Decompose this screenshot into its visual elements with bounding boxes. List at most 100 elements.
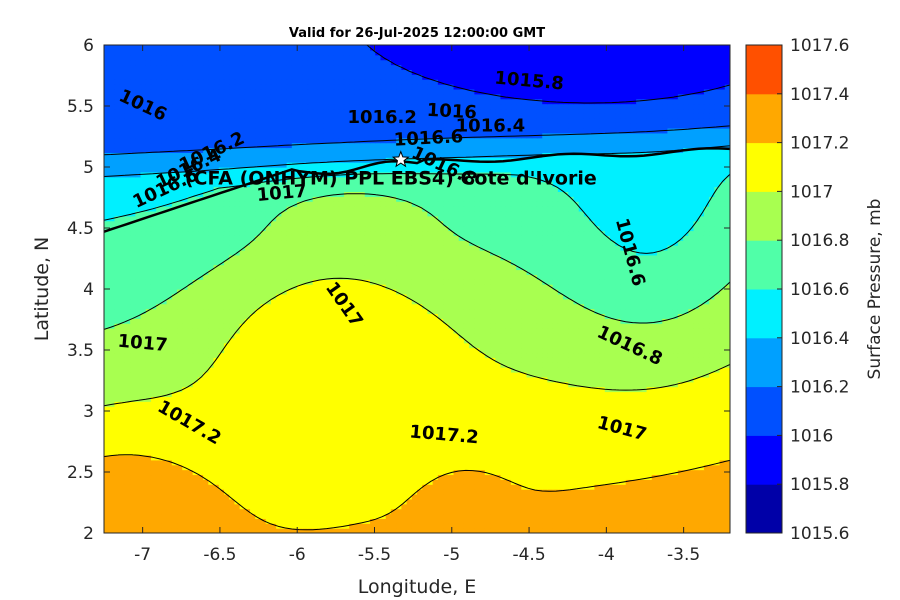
- contour-cell: [594, 337, 601, 344]
- contour-cell: [542, 493, 549, 500]
- contour-cell: [615, 528, 622, 533]
- contour-cell: [683, 376, 689, 383]
- contour-cell: [599, 484, 606, 490]
- contour-cell: [563, 362, 569, 368]
- contour-cell: [411, 386, 418, 393]
- contour-cell: [291, 420, 298, 427]
- contour-cell: [260, 440, 267, 446]
- contour-cell: [177, 357, 183, 363]
- contour-cell: [500, 420, 507, 427]
- contour-cell: [197, 371, 204, 378]
- contour-cell: [630, 498, 637, 505]
- contour-cell: [401, 440, 408, 446]
- contour-cell: [328, 528, 335, 533]
- contour-cell: [469, 489, 475, 495]
- contour-cell: [448, 493, 455, 500]
- contour-cell: [469, 508, 475, 515]
- contour-cell: [683, 342, 689, 349]
- contour-cell: [234, 406, 241, 412]
- contour-cell: [182, 386, 189, 393]
- contour-cell: [531, 479, 538, 485]
- contour-cell: [636, 474, 642, 480]
- contour-cell: [656, 479, 663, 485]
- contour-cell: [683, 440, 689, 446]
- contour-cell: [239, 450, 246, 456]
- contour-cell: [526, 401, 533, 407]
- contour-cell: [104, 430, 110, 436]
- contour-cell: [140, 503, 147, 510]
- contour-cell: [594, 401, 601, 407]
- contour-cell: [135, 450, 142, 456]
- contour-cell: [197, 459, 204, 466]
- contour-cell: [589, 362, 595, 368]
- contour-cell: [422, 401, 429, 407]
- contour-cell: [443, 474, 449, 480]
- contour-cell: [197, 415, 204, 422]
- contour-cell: [422, 430, 429, 436]
- contour-cell: [443, 425, 449, 432]
- contour-cell: [244, 362, 251, 368]
- contour-cell: [646, 367, 653, 373]
- contour-cell: [703, 450, 710, 456]
- contour-cell: [531, 523, 538, 529]
- contour-cell: [630, 513, 637, 519]
- contour-cell: [636, 440, 642, 446]
- contour-cell: [270, 518, 277, 524]
- contour-cell: [583, 401, 590, 407]
- contour-cell: [333, 523, 340, 529]
- contour-cell: [333, 362, 340, 368]
- contour-cell: [250, 489, 256, 495]
- contour-cell: [150, 518, 157, 524]
- contour-cell: [302, 337, 309, 344]
- contour-cell: [192, 401, 199, 407]
- contour-cell: [563, 376, 569, 383]
- contour-cell: [630, 357, 637, 363]
- contour-cell: [328, 381, 335, 388]
- contour-cell: [516, 425, 522, 432]
- contour-cell: [218, 411, 225, 417]
- contour-cell: [672, 367, 679, 373]
- contour-cell: [536, 406, 543, 412]
- contour-cell: [688, 445, 695, 451]
- contour-cell: [171, 352, 178, 358]
- contour-cell: [630, 493, 637, 500]
- contour-cell: [343, 508, 350, 515]
- contour-cell: [333, 332, 340, 339]
- contour-cell: [495, 415, 502, 422]
- contour-cell: [208, 342, 215, 349]
- contour-cell: [156, 367, 162, 373]
- contour-cell: [150, 357, 157, 363]
- contour-cell: [667, 459, 674, 466]
- contour-cell: [563, 469, 569, 476]
- contour-cell: [656, 406, 663, 412]
- contour-cell: [672, 518, 679, 524]
- contour-cell: [677, 474, 684, 480]
- contour-cell: [124, 376, 131, 383]
- contour-cell: [197, 489, 204, 495]
- contour-cell: [359, 406, 366, 412]
- contour-cell: [495, 464, 502, 471]
- contour-cell: [490, 342, 496, 349]
- contour-cell: [490, 386, 496, 393]
- contour-cell: [651, 381, 658, 388]
- contour-cell: [171, 342, 178, 349]
- contour-cell: [714, 386, 721, 393]
- contour-cell: [589, 396, 595, 402]
- contour-cell: [677, 347, 684, 354]
- contour-cell: [208, 528, 215, 533]
- contour-cell: [547, 489, 554, 495]
- contour-cell: [463, 425, 470, 432]
- contour-cell: [448, 523, 455, 529]
- contour-cell: [140, 454, 147, 461]
- contour-cell: [375, 430, 382, 436]
- contour-cell: [411, 440, 418, 446]
- contour-cell: [714, 450, 721, 456]
- contour-cell: [479, 503, 486, 510]
- contour-cell: [719, 357, 726, 363]
- contour-cell: [130, 357, 136, 363]
- contour-cell: [620, 371, 627, 378]
- contour-cell: [641, 508, 648, 515]
- contour-cell: [317, 518, 324, 524]
- contour-cell: [171, 474, 178, 480]
- contour-cell: [323, 508, 329, 515]
